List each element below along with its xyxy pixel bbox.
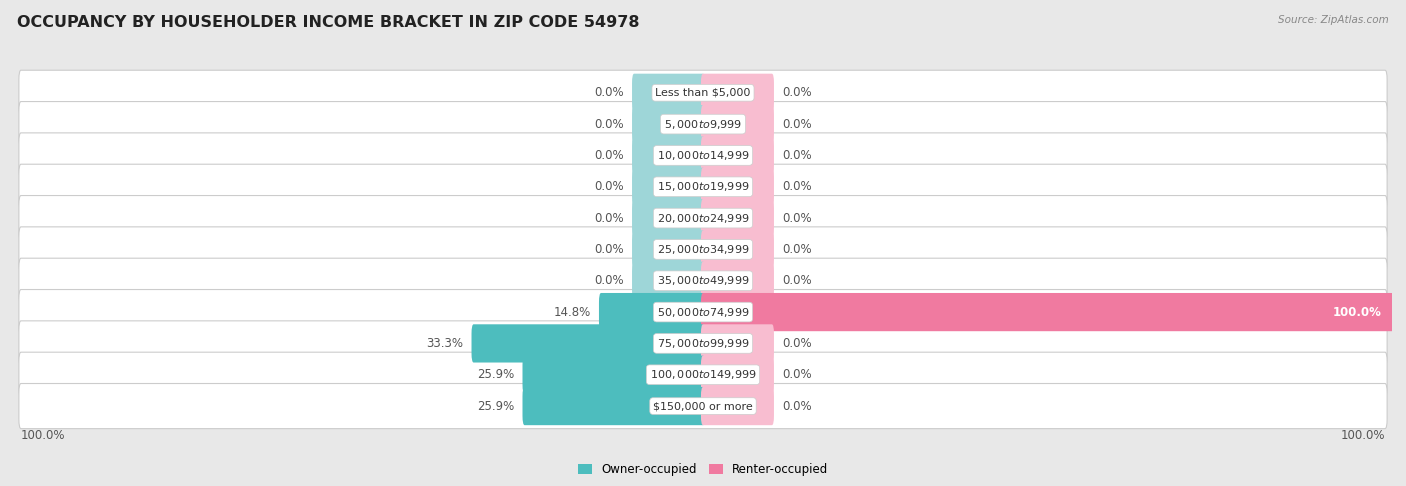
FancyBboxPatch shape [702, 324, 773, 363]
Text: $100,000 to $149,999: $100,000 to $149,999 [650, 368, 756, 381]
Text: 0.0%: 0.0% [782, 368, 811, 381]
Text: $5,000 to $9,999: $5,000 to $9,999 [664, 118, 742, 131]
FancyBboxPatch shape [702, 387, 773, 425]
Text: 33.3%: 33.3% [426, 337, 463, 350]
FancyBboxPatch shape [18, 352, 1388, 397]
Text: Source: ZipAtlas.com: Source: ZipAtlas.com [1278, 15, 1389, 25]
Text: 0.0%: 0.0% [595, 149, 624, 162]
FancyBboxPatch shape [18, 321, 1388, 366]
Text: $35,000 to $49,999: $35,000 to $49,999 [657, 274, 749, 287]
FancyBboxPatch shape [523, 356, 704, 394]
Text: 0.0%: 0.0% [782, 274, 811, 287]
FancyBboxPatch shape [633, 261, 704, 300]
Text: Less than $5,000: Less than $5,000 [655, 88, 751, 98]
FancyBboxPatch shape [633, 168, 704, 206]
FancyBboxPatch shape [18, 227, 1388, 272]
FancyBboxPatch shape [18, 102, 1388, 147]
FancyBboxPatch shape [18, 133, 1388, 178]
FancyBboxPatch shape [18, 258, 1388, 303]
Text: 0.0%: 0.0% [782, 87, 811, 99]
FancyBboxPatch shape [471, 324, 704, 363]
FancyBboxPatch shape [702, 293, 1393, 331]
Text: 0.0%: 0.0% [595, 118, 624, 131]
Legend: Owner-occupied, Renter-occupied: Owner-occupied, Renter-occupied [572, 458, 834, 481]
Text: 0.0%: 0.0% [782, 118, 811, 131]
FancyBboxPatch shape [633, 137, 704, 174]
FancyBboxPatch shape [702, 74, 773, 112]
Text: 25.9%: 25.9% [477, 399, 515, 413]
Text: 0.0%: 0.0% [782, 243, 811, 256]
Text: 0.0%: 0.0% [782, 211, 811, 225]
FancyBboxPatch shape [702, 230, 773, 269]
FancyBboxPatch shape [702, 261, 773, 300]
FancyBboxPatch shape [702, 137, 773, 174]
FancyBboxPatch shape [633, 230, 704, 269]
FancyBboxPatch shape [633, 199, 704, 237]
FancyBboxPatch shape [523, 387, 704, 425]
FancyBboxPatch shape [702, 168, 773, 206]
Text: 0.0%: 0.0% [595, 211, 624, 225]
Text: 0.0%: 0.0% [782, 337, 811, 350]
Text: 0.0%: 0.0% [595, 180, 624, 193]
FancyBboxPatch shape [599, 293, 704, 331]
Text: $50,000 to $74,999: $50,000 to $74,999 [657, 306, 749, 319]
Text: 0.0%: 0.0% [782, 180, 811, 193]
Text: $15,000 to $19,999: $15,000 to $19,999 [657, 180, 749, 193]
FancyBboxPatch shape [633, 105, 704, 143]
Text: $75,000 to $99,999: $75,000 to $99,999 [657, 337, 749, 350]
Text: 0.0%: 0.0% [782, 149, 811, 162]
FancyBboxPatch shape [18, 290, 1388, 335]
Text: $25,000 to $34,999: $25,000 to $34,999 [657, 243, 749, 256]
Text: 0.0%: 0.0% [595, 274, 624, 287]
Text: 100.0%: 100.0% [21, 429, 66, 442]
FancyBboxPatch shape [18, 195, 1388, 241]
Text: 0.0%: 0.0% [595, 87, 624, 99]
Text: $150,000 or more: $150,000 or more [654, 401, 752, 411]
Text: $10,000 to $14,999: $10,000 to $14,999 [657, 149, 749, 162]
Text: 14.8%: 14.8% [554, 306, 591, 319]
Text: 0.0%: 0.0% [782, 399, 811, 413]
Text: 100.0%: 100.0% [1333, 306, 1382, 319]
FancyBboxPatch shape [18, 383, 1388, 429]
FancyBboxPatch shape [18, 164, 1388, 209]
Text: OCCUPANCY BY HOUSEHOLDER INCOME BRACKET IN ZIP CODE 54978: OCCUPANCY BY HOUSEHOLDER INCOME BRACKET … [17, 15, 640, 30]
Text: 0.0%: 0.0% [595, 243, 624, 256]
FancyBboxPatch shape [702, 105, 773, 143]
FancyBboxPatch shape [18, 70, 1388, 115]
Text: $20,000 to $24,999: $20,000 to $24,999 [657, 211, 749, 225]
Text: 100.0%: 100.0% [1340, 429, 1385, 442]
Text: 25.9%: 25.9% [477, 368, 515, 381]
FancyBboxPatch shape [702, 199, 773, 237]
FancyBboxPatch shape [633, 74, 704, 112]
FancyBboxPatch shape [702, 356, 773, 394]
